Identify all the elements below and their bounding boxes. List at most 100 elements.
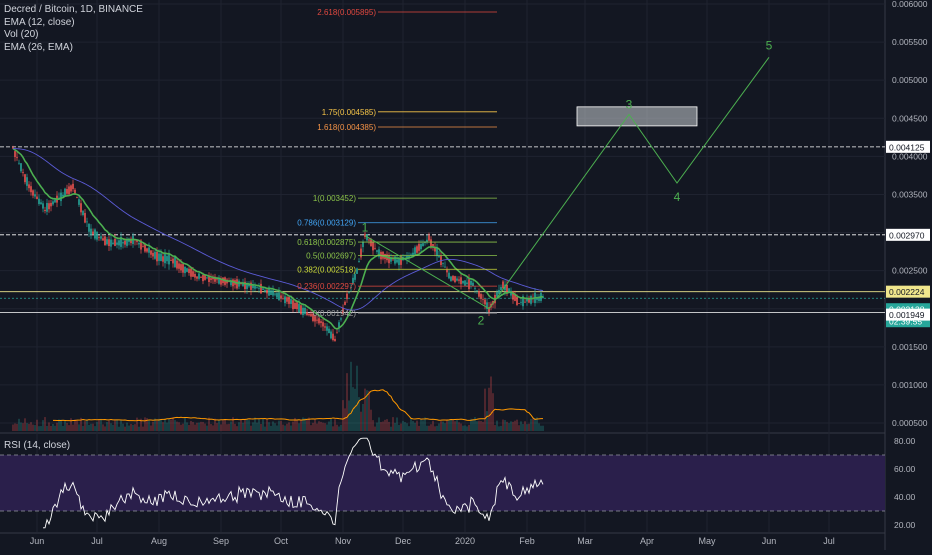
candle-body bbox=[334, 338, 336, 341]
volume-bar bbox=[120, 420, 122, 431]
volume-bar bbox=[102, 424, 104, 431]
volume-bar bbox=[418, 425, 420, 431]
volume-bar bbox=[450, 419, 452, 431]
candle-body bbox=[304, 307, 306, 314]
volume-bar bbox=[362, 403, 364, 431]
candle-body bbox=[162, 256, 164, 262]
price-label-box bbox=[886, 228, 930, 241]
candle-body bbox=[410, 254, 412, 256]
candle-body bbox=[496, 291, 498, 297]
volume-bar bbox=[358, 397, 360, 431]
volume-bar bbox=[440, 421, 442, 431]
candle-body bbox=[478, 291, 480, 297]
legend-ema12: EMA (12, close) bbox=[4, 16, 75, 28]
volume-bar bbox=[466, 426, 468, 431]
price-label-text: 0.004125 bbox=[889, 142, 925, 152]
volume-bar bbox=[458, 422, 460, 431]
chart-title: Decred / Bitcoin, 1D, BINANCE bbox=[4, 4, 143, 15]
volume-bar bbox=[118, 426, 120, 431]
volume-bar bbox=[368, 390, 370, 431]
candle-body bbox=[472, 282, 474, 287]
volume-bar bbox=[388, 421, 390, 431]
candle-body bbox=[516, 296, 518, 306]
volume-bar bbox=[26, 423, 28, 431]
candle-body bbox=[340, 318, 342, 320]
candle-body bbox=[448, 272, 450, 279]
legend-volume: Vol (20) bbox=[4, 29, 39, 41]
volume-bar bbox=[148, 420, 150, 431]
fib-level-label: 1.75(0.004585) bbox=[322, 108, 377, 117]
candle-body bbox=[476, 290, 478, 292]
candle-body bbox=[368, 239, 370, 241]
volume-bar bbox=[494, 425, 496, 431]
volume-bar bbox=[32, 424, 34, 431]
candle-body bbox=[426, 239, 428, 243]
volume-bar bbox=[290, 425, 292, 431]
volume-bar bbox=[524, 421, 526, 431]
volume-bar bbox=[74, 419, 76, 431]
volume-bar bbox=[282, 424, 284, 431]
candle-body bbox=[484, 299, 486, 305]
rsi-tick-label: 80.00 bbox=[894, 436, 916, 446]
volume-bar bbox=[460, 423, 462, 431]
volume-bar bbox=[232, 417, 234, 431]
candle-body bbox=[40, 202, 42, 205]
volume-bar bbox=[298, 423, 300, 431]
candle-body bbox=[42, 203, 44, 209]
volume-bar bbox=[454, 421, 456, 431]
candle-body bbox=[354, 274, 356, 280]
volume-bar bbox=[444, 423, 446, 431]
volume-bar bbox=[134, 424, 136, 431]
candle-body bbox=[122, 242, 124, 244]
candle-body bbox=[16, 157, 18, 159]
candle-body bbox=[216, 279, 218, 281]
volume-bar bbox=[252, 422, 254, 431]
volume-bar bbox=[404, 422, 406, 431]
volume-bar bbox=[224, 419, 226, 431]
volume-bar bbox=[408, 426, 410, 431]
candle-body bbox=[32, 190, 34, 196]
volume-bar bbox=[206, 425, 208, 431]
candle-body bbox=[184, 266, 186, 274]
wave-label: 2 bbox=[478, 314, 485, 328]
wave-label: 1 bbox=[362, 221, 369, 235]
volume-bar bbox=[504, 420, 506, 431]
volume-bar bbox=[216, 423, 218, 431]
candle-body bbox=[112, 242, 114, 245]
volume-bar bbox=[100, 418, 102, 431]
candle-body bbox=[310, 313, 312, 317]
candle-body bbox=[44, 209, 46, 211]
volume-bar bbox=[364, 388, 366, 431]
volume-bar bbox=[434, 426, 436, 431]
candle-body bbox=[94, 229, 96, 239]
volume-bar bbox=[68, 425, 70, 431]
volume-bar bbox=[122, 423, 124, 431]
candle-body bbox=[48, 203, 50, 210]
price-label-text: 0.001949 bbox=[889, 310, 925, 320]
candle-body bbox=[528, 298, 530, 303]
candle-body bbox=[504, 284, 506, 291]
volume-bar bbox=[28, 423, 30, 431]
candle-body bbox=[328, 328, 330, 334]
volume-bar bbox=[478, 420, 480, 431]
volume-bar bbox=[162, 422, 164, 431]
volume-bar bbox=[76, 420, 78, 431]
candle-body bbox=[396, 259, 398, 263]
candle-body bbox=[142, 246, 144, 248]
volume-bar bbox=[42, 420, 44, 431]
x-tick-label: Jun bbox=[30, 536, 45, 546]
volume-bars bbox=[12, 361, 544, 431]
candle-body bbox=[108, 239, 110, 247]
volume-bar bbox=[194, 424, 196, 431]
candle-body bbox=[260, 283, 262, 294]
volume-bar bbox=[84, 421, 86, 431]
candle-body bbox=[480, 294, 482, 299]
volume-bar bbox=[172, 417, 174, 431]
volume-bar bbox=[464, 425, 466, 431]
candle-body bbox=[518, 303, 520, 305]
volume-bar bbox=[536, 417, 538, 431]
volume-bar bbox=[502, 419, 504, 431]
candle-body bbox=[336, 332, 338, 334]
candle-body bbox=[436, 248, 438, 257]
candle-body bbox=[148, 247, 150, 253]
